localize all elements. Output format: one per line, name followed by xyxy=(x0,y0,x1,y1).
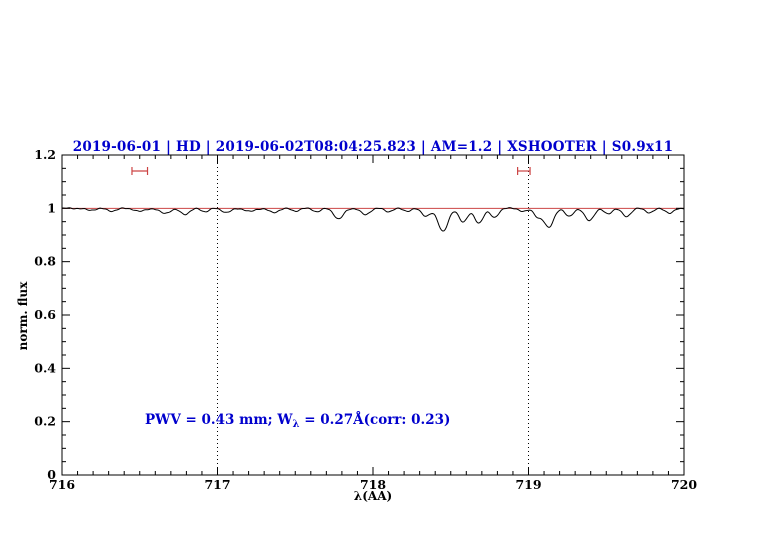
y-tick-label: 0.6 xyxy=(34,307,56,322)
x-tick-label: 716 xyxy=(49,477,75,492)
y-tick-label: 0.2 xyxy=(34,414,56,429)
x-tick-label: 719 xyxy=(515,477,541,492)
y-tick-label: 0.4 xyxy=(34,360,56,375)
pwv-annotation-text-2: = 0.27Å(corr: 0.23) xyxy=(299,412,451,428)
x-axis-label: λ(AA) xyxy=(353,489,393,503)
y-tick-label: 1 xyxy=(47,200,56,215)
x-tick-label: 720 xyxy=(671,477,697,492)
x-tick-label: 718 xyxy=(360,477,386,492)
y-axis-label: norm. flux xyxy=(16,281,30,351)
y-tick-label: 0.8 xyxy=(34,254,56,269)
y-tick-label: 1.2 xyxy=(34,147,56,162)
x-tick-label: 717 xyxy=(204,477,230,492)
y-tick-label: 0 xyxy=(47,467,56,482)
pwv-annotation-text: PWV = 0.43 mm; W xyxy=(145,412,293,428)
spectrum-line xyxy=(61,207,685,232)
pwv-annotation: PWV = 0.43 mm; Wλ = 0.27Å(corr: 0.23) xyxy=(145,412,450,430)
plot-title: 2019-06-01 | HD | 2019-06-02T08:04:25.82… xyxy=(72,139,674,155)
lambda-subscript: λ xyxy=(292,419,300,430)
